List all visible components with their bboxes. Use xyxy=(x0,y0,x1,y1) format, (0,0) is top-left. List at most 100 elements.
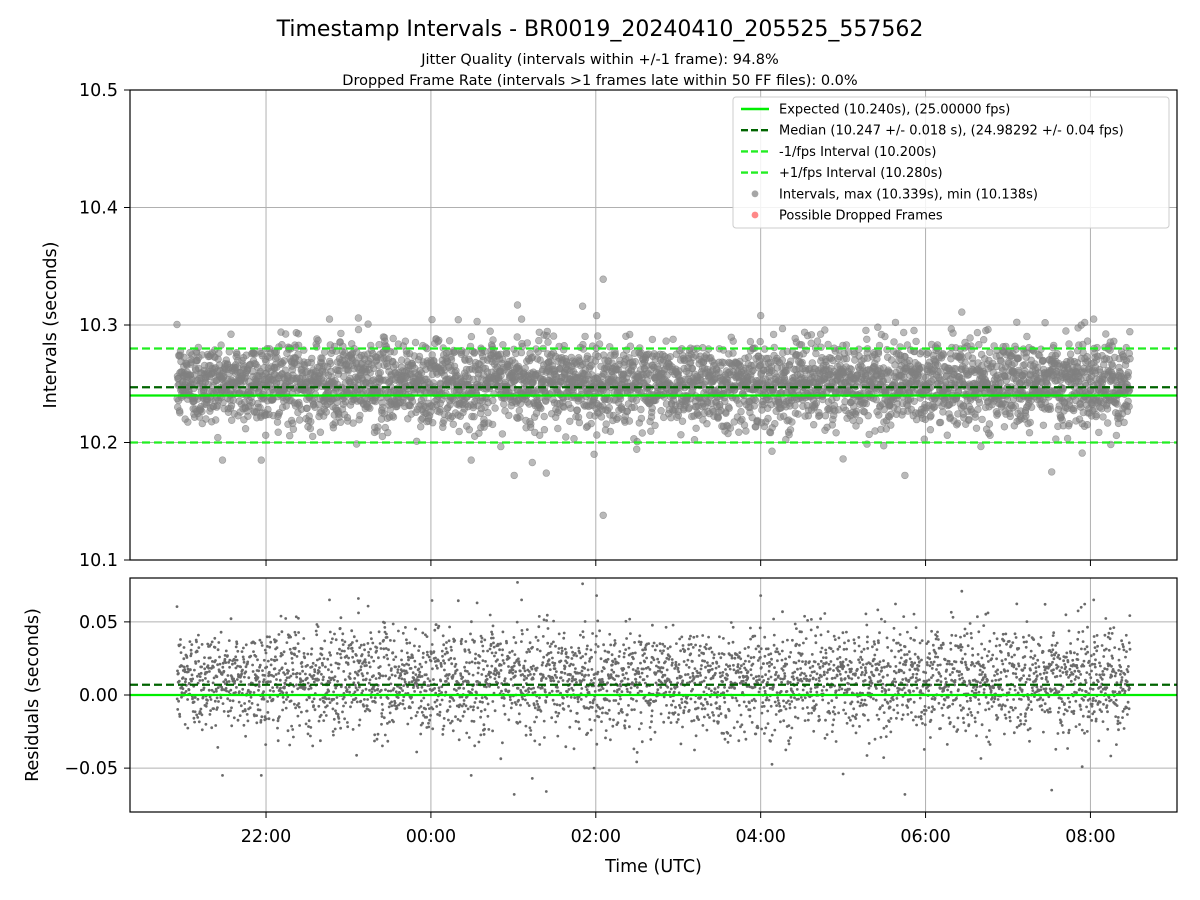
interval-point xyxy=(1125,402,1133,411)
interval-point xyxy=(729,337,737,345)
residual-point xyxy=(271,686,274,689)
residual-point xyxy=(269,663,273,667)
residual-point xyxy=(351,655,354,659)
residual-point xyxy=(304,672,307,676)
interval-point xyxy=(570,435,578,443)
residual-point xyxy=(290,657,294,660)
interval-point xyxy=(384,428,392,437)
residual-point xyxy=(202,686,206,690)
residual-point xyxy=(373,689,377,692)
interval-point xyxy=(1120,418,1128,427)
interval-point xyxy=(744,353,753,361)
residual-point xyxy=(298,672,302,676)
residual-point xyxy=(190,673,194,677)
residual-point xyxy=(297,616,300,620)
interval-point xyxy=(986,348,994,356)
residual-point xyxy=(333,632,336,636)
residual-point xyxy=(269,680,272,684)
interval-point xyxy=(454,316,462,324)
interval-point xyxy=(502,350,511,358)
residual-point xyxy=(236,718,240,722)
interval-point xyxy=(371,397,380,406)
interval-point xyxy=(927,412,935,420)
interval-point xyxy=(977,442,985,451)
interval-point xyxy=(875,411,883,419)
residual-point xyxy=(242,658,246,661)
interval-point xyxy=(322,408,330,416)
interval-point xyxy=(842,341,851,349)
interval-point xyxy=(735,428,743,436)
residual-point xyxy=(306,732,310,736)
residual-point xyxy=(303,656,307,660)
interval-point xyxy=(470,348,479,356)
residual-point xyxy=(293,630,297,634)
interval-point xyxy=(389,413,398,421)
residual-point xyxy=(365,664,368,667)
residual-point xyxy=(187,688,191,692)
residual-point xyxy=(359,668,362,672)
residual-point xyxy=(369,647,372,651)
residual-point xyxy=(355,700,359,704)
interval-point xyxy=(997,357,1005,365)
interval-point xyxy=(798,358,806,367)
y-tick-label: 0.00 xyxy=(79,686,118,706)
interval-point xyxy=(275,409,284,417)
residual-point xyxy=(222,669,226,673)
residual-point xyxy=(182,665,186,669)
residual-point xyxy=(238,714,242,717)
x-tick-label: 04:00 xyxy=(735,827,785,847)
residual-point xyxy=(197,720,201,724)
residual-point xyxy=(329,641,333,644)
residual-point xyxy=(302,637,306,640)
residual-point xyxy=(344,701,347,705)
residual-point xyxy=(364,661,367,664)
residual-point xyxy=(254,655,258,658)
interval-point xyxy=(958,308,966,316)
residual-point xyxy=(237,700,241,704)
interval-point xyxy=(881,332,889,341)
interval-point xyxy=(1102,330,1110,338)
interval-point xyxy=(1103,405,1112,413)
residual-point xyxy=(209,698,213,701)
interval-point xyxy=(1014,354,1023,362)
interval-point xyxy=(813,337,822,345)
residual-point xyxy=(245,713,249,716)
residual-point xyxy=(223,657,227,661)
interval-point xyxy=(1070,404,1078,413)
interval-point xyxy=(984,325,992,334)
residual-point xyxy=(356,688,359,692)
interval-point xyxy=(473,317,481,326)
interval-point xyxy=(1110,337,1118,345)
residual-point xyxy=(227,639,231,642)
interval-point xyxy=(1006,412,1014,421)
residual-point xyxy=(275,685,279,689)
residual-point xyxy=(368,688,371,692)
interval-point xyxy=(176,409,184,417)
interval-point xyxy=(637,405,645,414)
x-tick-label: 08:00 xyxy=(1065,827,1115,847)
residual-point xyxy=(285,691,288,695)
residual-point xyxy=(311,744,315,748)
residual-point xyxy=(317,670,321,674)
residual-point xyxy=(327,668,330,672)
residual-point xyxy=(349,705,352,709)
residual-point xyxy=(366,604,370,608)
residual-point xyxy=(368,709,372,713)
residual-point xyxy=(285,698,288,701)
interval-point xyxy=(1053,350,1061,358)
residual-point xyxy=(189,668,192,672)
residual-point xyxy=(224,687,228,690)
residual-point xyxy=(267,717,271,721)
x-tick-label: 22:00 xyxy=(241,827,291,847)
interval-point xyxy=(389,334,397,343)
residual-point xyxy=(200,713,204,717)
residual-point xyxy=(276,719,280,723)
interval-point xyxy=(899,328,908,337)
residual-point xyxy=(364,677,368,681)
residual-point xyxy=(185,656,189,659)
residual-point xyxy=(208,656,212,660)
residual-point xyxy=(345,688,349,691)
residual-point xyxy=(241,655,245,659)
residual-point xyxy=(281,696,285,699)
residual-point xyxy=(182,646,186,649)
